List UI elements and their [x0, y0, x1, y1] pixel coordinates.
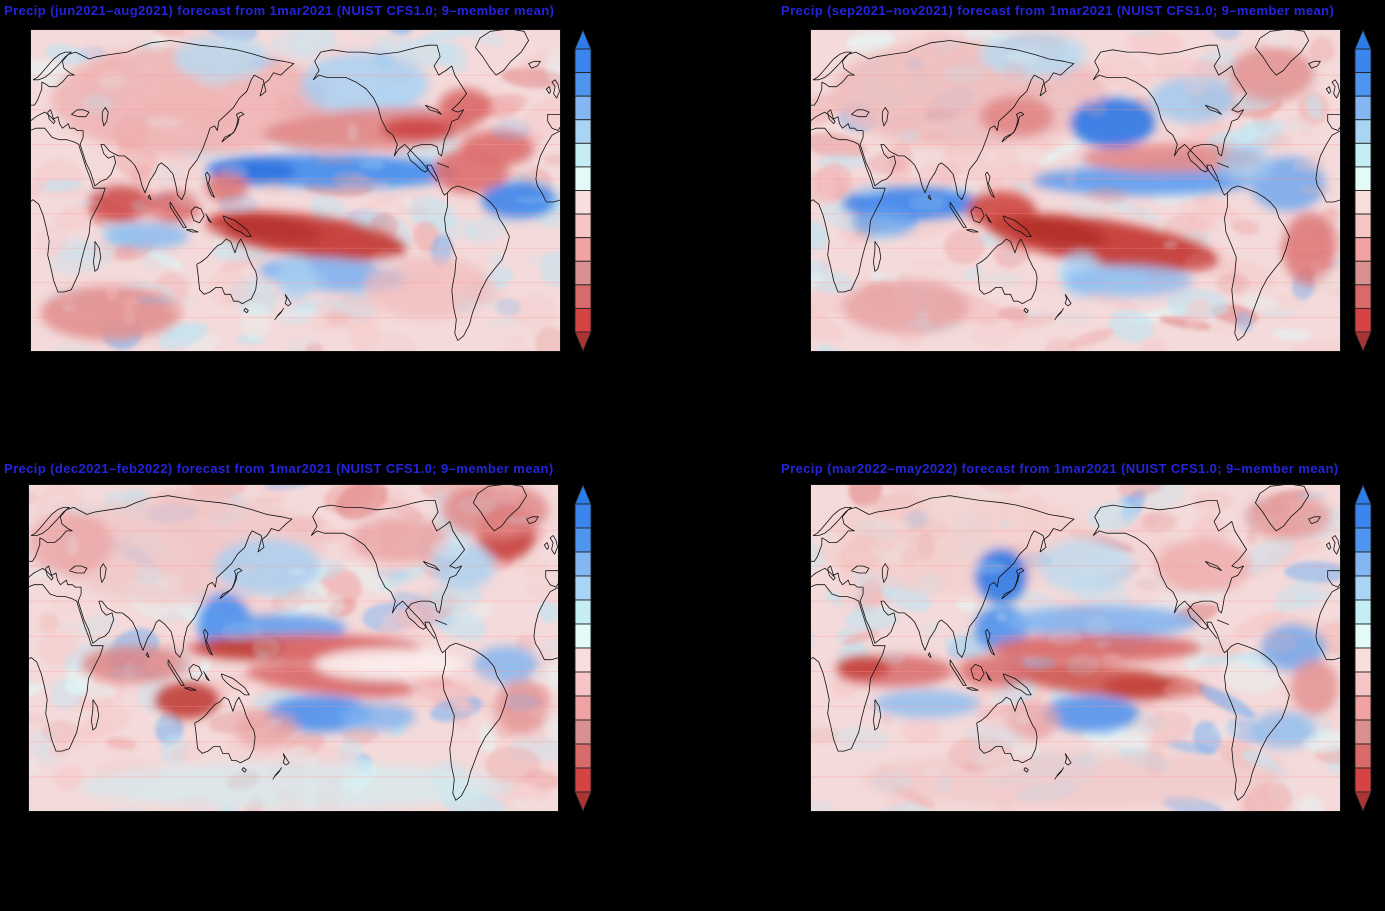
anomaly-map: [30, 29, 561, 352]
panel-djf-2021-22: Precip (dec2021–feb2022) forecast from 1…: [0, 456, 692, 911]
colorbar: [572, 29, 594, 352]
panel-title: Precip (sep2021–nov2021) forecast from 1…: [781, 3, 1334, 18]
panel-title: Precip (jun2021–aug2021) forecast from 1…: [4, 3, 554, 18]
panel-jja-2021: Precip (jun2021–aug2021) forecast from 1…: [0, 0, 692, 455]
anomaly-map: [810, 484, 1341, 812]
colorbar: [1352, 484, 1374, 812]
colorbar: [572, 484, 594, 812]
panel-son-2021: Precip (sep2021–nov2021) forecast from 1…: [780, 0, 1385, 455]
colorbar: [1352, 29, 1374, 352]
anomaly-map: [810, 29, 1341, 352]
anomaly-map: [28, 484, 559, 812]
panel-title: Precip (mar2022–may2022) forecast from 1…: [781, 461, 1339, 476]
panel-title: Precip (dec2021–feb2022) forecast from 1…: [4, 461, 554, 476]
panel-mam-2022: Precip (mar2022–may2022) forecast from 1…: [780, 456, 1385, 911]
